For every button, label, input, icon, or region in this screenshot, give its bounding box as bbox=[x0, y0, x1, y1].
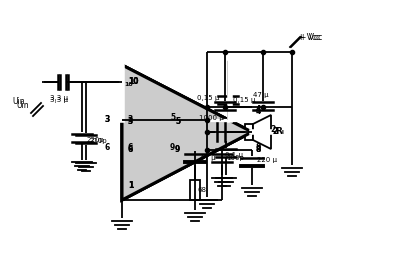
Bar bbox=[190, 180, 200, 200]
Text: 3: 3 bbox=[105, 116, 110, 124]
Text: 5: 5 bbox=[175, 118, 180, 126]
Text: 220p: 220p bbox=[90, 138, 108, 144]
Polygon shape bbox=[122, 65, 252, 200]
Text: 3: 3 bbox=[128, 118, 133, 126]
Text: 5: 5 bbox=[170, 114, 175, 122]
Text: 4: 4 bbox=[256, 107, 261, 117]
Text: 4: 4 bbox=[256, 105, 261, 115]
Text: 1: 1 bbox=[128, 181, 133, 189]
Text: 9: 9 bbox=[175, 146, 180, 154]
Text: Uin: Uin bbox=[16, 101, 29, 109]
Text: 10: 10 bbox=[128, 77, 138, 87]
Text: 5: 5 bbox=[175, 118, 180, 126]
Text: 2: 2 bbox=[272, 128, 277, 136]
Bar bbox=[245, 124, 253, 140]
Text: 1000 µ: 1000 µ bbox=[199, 115, 224, 121]
Text: 0,1 µ: 0,1 µ bbox=[225, 152, 243, 158]
Text: 3: 3 bbox=[128, 118, 133, 126]
Text: 3: 3 bbox=[105, 116, 110, 124]
Polygon shape bbox=[122, 65, 252, 200]
Text: + Vcc: + Vcc bbox=[298, 34, 320, 42]
Text: 220p: 220p bbox=[87, 137, 105, 143]
Text: 3,3 µ: 3,3 µ bbox=[50, 97, 68, 103]
Text: 47 µ: 47 µ bbox=[200, 155, 216, 161]
Text: 2: 2 bbox=[272, 128, 277, 136]
Text: 6: 6 bbox=[128, 146, 133, 154]
Text: 8: 8 bbox=[256, 144, 261, 152]
Text: 68: 68 bbox=[198, 187, 207, 193]
Text: 6: 6 bbox=[128, 144, 133, 152]
Text: + Vcc: + Vcc bbox=[300, 34, 322, 42]
Polygon shape bbox=[122, 65, 252, 200]
Text: 6: 6 bbox=[105, 144, 110, 152]
Text: 3: 3 bbox=[128, 116, 133, 124]
Text: 10: 10 bbox=[128, 77, 138, 87]
Text: 2: 2 bbox=[270, 125, 275, 135]
Text: 1: 1 bbox=[128, 181, 133, 189]
Text: 47 µ: 47 µ bbox=[253, 92, 269, 98]
Text: 0,15 µ: 0,15 µ bbox=[197, 95, 219, 101]
Text: 8: 8 bbox=[256, 146, 261, 154]
Text: 10: 10 bbox=[128, 77, 138, 87]
Text: 9: 9 bbox=[170, 144, 175, 152]
Text: 10: 10 bbox=[124, 82, 133, 87]
Text: 1: 1 bbox=[128, 181, 133, 189]
Text: 0,15 µ: 0,15 µ bbox=[233, 97, 255, 103]
Text: 6: 6 bbox=[128, 146, 133, 154]
Text: 100p: 100p bbox=[226, 155, 244, 161]
Text: 9: 9 bbox=[175, 146, 180, 154]
Text: 3,3 µ: 3,3 µ bbox=[50, 95, 68, 101]
Text: 220 µ: 220 µ bbox=[257, 157, 277, 163]
Text: Uin: Uin bbox=[12, 98, 25, 106]
Polygon shape bbox=[253, 115, 271, 149]
Text: 4: 4 bbox=[256, 105, 261, 115]
Text: 8: 8 bbox=[256, 146, 261, 154]
Text: Rₗ: Rₗ bbox=[275, 128, 284, 136]
